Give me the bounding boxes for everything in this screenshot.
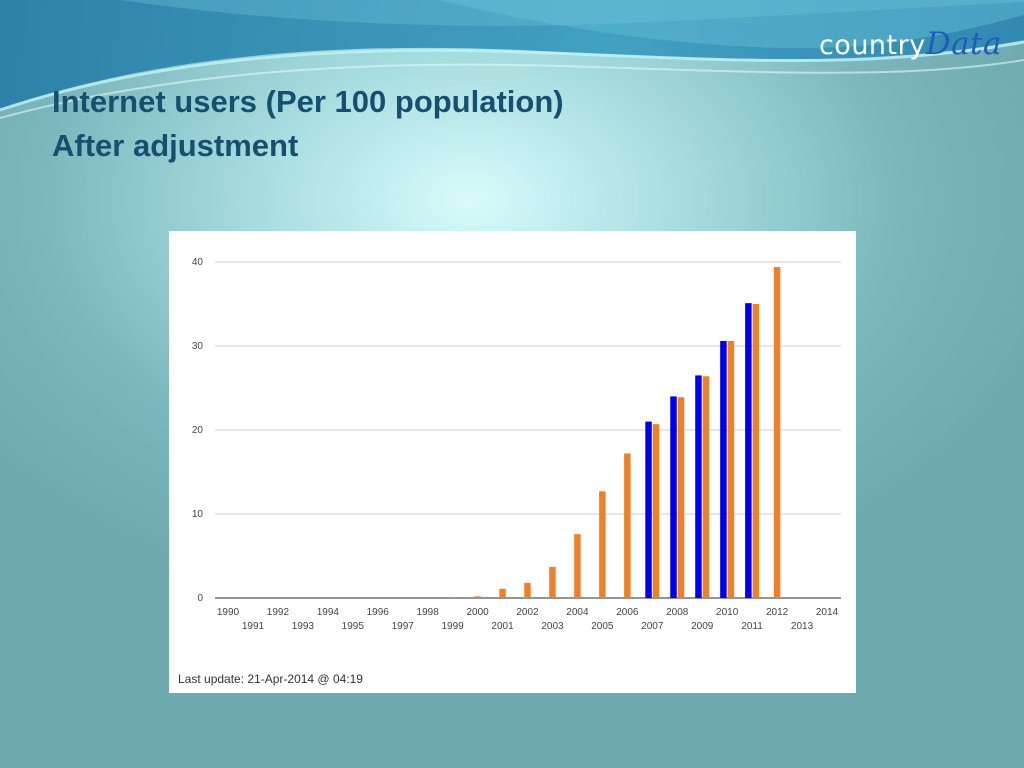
x-tick-label: 1992	[267, 607, 290, 618]
x-tick-label: 1996	[367, 607, 390, 618]
bar-2000-s1	[474, 596, 481, 598]
x-tick-label: 1993	[292, 621, 315, 632]
slide-title-line1: Internet users (Per 100 population)	[52, 84, 564, 119]
x-tick-label: 2014	[816, 607, 839, 618]
bar-2005-s1	[599, 491, 606, 598]
countrydata-logo: countryData	[819, 26, 1002, 62]
slide-title: Internet users (Per 100 population) Afte…	[52, 80, 564, 168]
x-tick-label: 2005	[591, 621, 614, 632]
bars	[449, 267, 781, 598]
bar-2007-s1	[652, 424, 660, 598]
bar-2010-s1	[727, 340, 735, 598]
x-tick-label: 1995	[342, 621, 365, 632]
y-axis-ticks: 0 10 20 30 40	[192, 257, 204, 604]
x-tick-label: 2012	[766, 607, 789, 618]
x-tick-label: 2006	[616, 607, 639, 618]
logo-text-country: country	[818, 30, 926, 61]
x-tick-label: 2007	[641, 621, 664, 632]
bar-2001-s1	[499, 588, 506, 598]
bar-2012-s1	[773, 267, 781, 598]
x-tick-label: 2004	[566, 607, 589, 618]
y-tick-label: 0	[197, 593, 203, 604]
x-tick-label: 2001	[491, 621, 514, 632]
bar-2011-s1	[752, 304, 760, 598]
y-tick-label: 10	[192, 509, 204, 520]
bar-2009-s1	[702, 376, 710, 598]
x-tick-label: 2009	[691, 621, 714, 632]
bar-2002-s1	[524, 582, 531, 598]
bar-1999-s1	[449, 597, 456, 598]
last-update-text: Last update: 21-Apr-2014 @ 04:19	[178, 672, 363, 686]
chart-card: 0 10 20 30 40 1990 1992 1994 1996 1998 2000 2002 20…	[169, 231, 856, 693]
bar-2011-s0	[745, 303, 752, 598]
x-tick-label: 2003	[541, 621, 564, 632]
y-tick-label: 30	[192, 341, 204, 352]
x-tick-label: 2013	[791, 621, 814, 632]
x-tick-label: 2011	[741, 621, 763, 632]
x-tick-label: 1998	[417, 607, 440, 618]
bar-2010-s0	[720, 340, 727, 598]
bar-2009-s0	[695, 375, 702, 598]
x-tick-label: 2010	[716, 607, 739, 618]
x-axis-ticks: 1990 1992 1994 1996 1998 2000 2002 2004 2006 2008…	[217, 607, 839, 632]
logo-text-data: Data	[925, 26, 1002, 62]
slide-title-line2: After adjustment	[52, 128, 299, 163]
x-tick-label: 1999	[442, 621, 465, 632]
bar-2007-s0	[645, 421, 652, 598]
x-tick-label: 2000	[466, 607, 489, 618]
x-tick-label: 2002	[516, 607, 539, 618]
x-tick-label: 1991	[242, 621, 265, 632]
bar-2008-s1	[677, 397, 685, 598]
header-wave-banner	[0, 0, 1024, 119]
bar-2006-s1	[624, 453, 631, 598]
x-tick-label: 1990	[217, 607, 240, 618]
bar-2008-s0	[670, 396, 677, 598]
bar-2003-s1	[549, 566, 556, 598]
x-tick-label: 1994	[317, 607, 340, 618]
x-tick-label: 2008	[666, 607, 689, 618]
y-tick-label: 20	[192, 425, 204, 436]
bar-2004-s1	[574, 534, 581, 598]
y-tick-label: 40	[192, 257, 204, 268]
x-tick-label: 1997	[392, 621, 415, 632]
